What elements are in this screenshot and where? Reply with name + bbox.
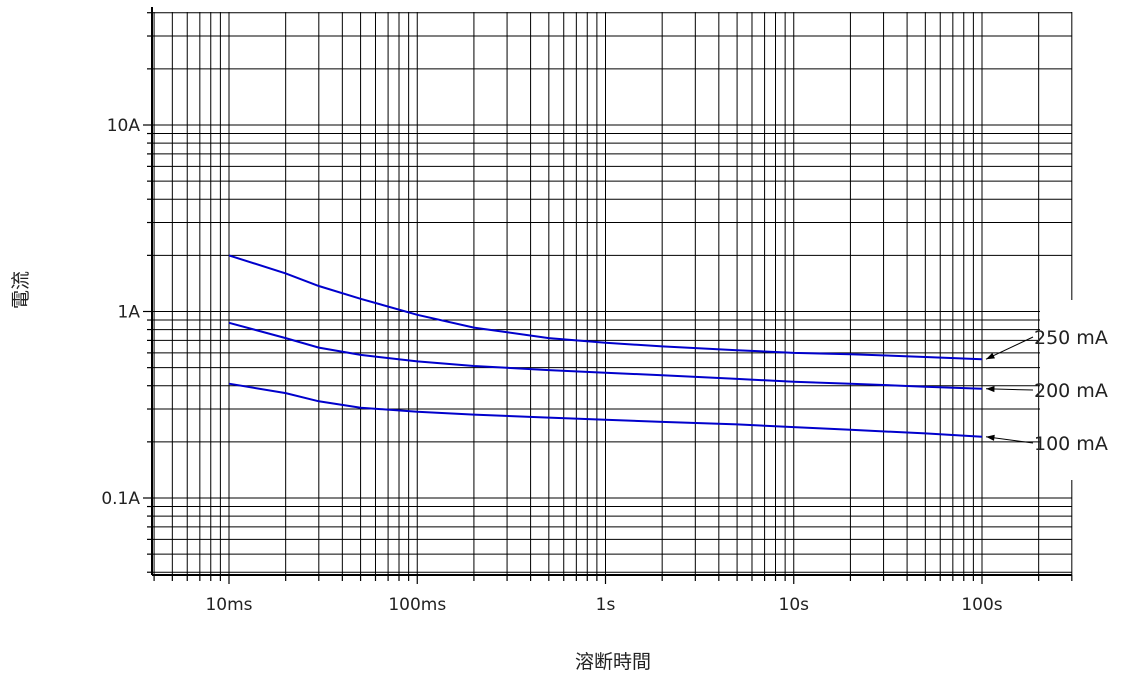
x-tick-label: 10ms [205, 595, 252, 615]
x-tick-label: 1s [596, 595, 616, 615]
x-tick-label: 10s [779, 595, 810, 615]
label-gap [1040, 300, 1080, 480]
leader-arrowhead [986, 352, 995, 360]
axes: 10ms 100ms 1s 10s 100s 0.1A 1A 10A [101, 7, 1073, 615]
series-label: 200 mA [1034, 380, 1108, 402]
leader-arrowhead [986, 434, 995, 441]
series-label: 100 mA [1034, 433, 1108, 455]
y-tick-label: 1A [118, 303, 141, 323]
series-label: 250 mA [1034, 327, 1108, 349]
x-axis-label: 溶断時間 [575, 651, 651, 673]
series [228, 254, 983, 438]
leader-arrowhead [986, 385, 995, 393]
series-labels: 250 mA 200 mA 100 mA [985, 300, 1108, 480]
leader-line [985, 336, 1034, 360]
x-tick-label: 100s [961, 595, 1002, 615]
x-tick-label: 100ms [388, 595, 446, 615]
series-line [228, 382, 983, 438]
y-axis-label: 電流 [10, 271, 32, 309]
series-line [228, 254, 983, 361]
series-line [228, 321, 983, 390]
y-tick-label: 10A [107, 116, 141, 136]
y-tick-label: 0.1A [101, 489, 140, 509]
grid [152, 12, 1073, 575]
